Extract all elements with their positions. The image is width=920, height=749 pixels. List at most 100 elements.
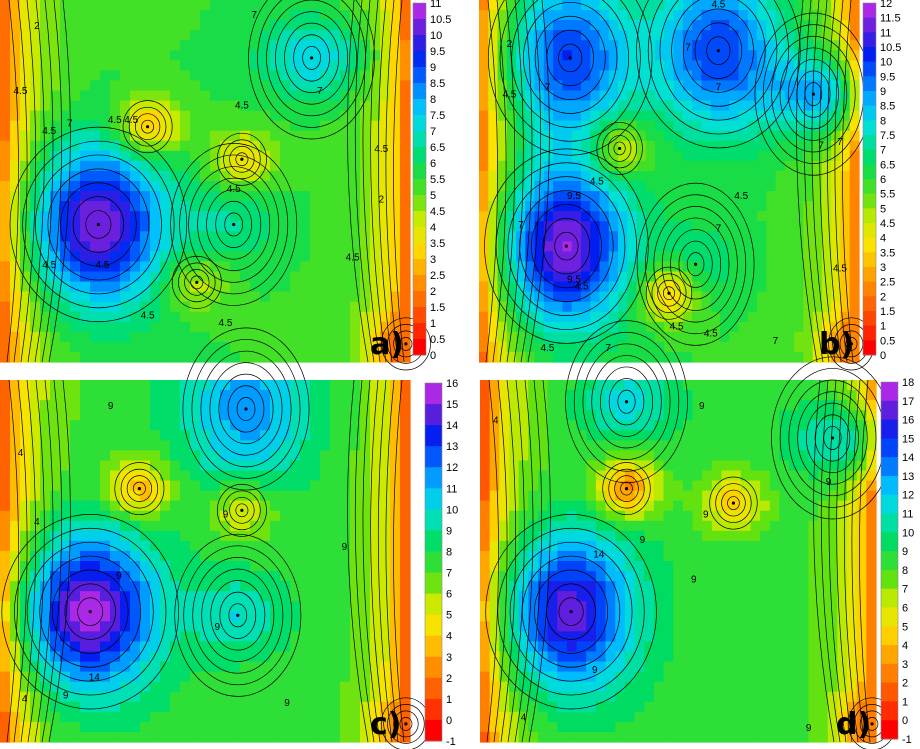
field-cell	[60, 251, 71, 263]
contour-line	[210, 580, 266, 651]
field-cell	[160, 241, 171, 252]
field-cell	[682, 261, 693, 273]
field-cell	[0, 721, 11, 733]
contour-line	[377, 379, 393, 743]
field-cell	[701, 341, 712, 353]
field-cell	[140, 191, 151, 202]
field-cell	[10, 460, 21, 472]
field-cell	[615, 400, 626, 411]
field-cell	[20, 661, 31, 673]
field-cell	[757, 0, 767, 11]
field-cell	[340, 611, 351, 622]
field-cell	[400, 30, 411, 41]
field-cell	[200, 430, 211, 441]
field-cell	[627, 251, 638, 263]
field-cell	[608, 170, 619, 182]
field-cell	[50, 170, 61, 182]
field-cell	[10, 631, 21, 643]
field-cell	[794, 251, 804, 263]
colorbar-swatch	[863, 149, 876, 165]
field-cell	[794, 191, 804, 202]
field-cell	[230, 520, 241, 532]
field-cell	[300, 611, 311, 622]
field-cell	[330, 201, 341, 212]
field-cell	[130, 591, 141, 602]
field-cell	[400, 60, 411, 71]
field-cell	[360, 351, 371, 363]
field-cell	[240, 351, 251, 363]
field-cell	[719, 181, 730, 192]
field-cell	[200, 721, 211, 733]
field-cell	[10, 470, 21, 482]
field-cell	[757, 311, 767, 323]
field-cell	[618, 120, 628, 132]
field-cell	[784, 341, 795, 353]
field-cell	[590, 341, 601, 353]
field-cell	[230, 731, 241, 743]
field-cell	[50, 571, 61, 582]
colorbar-swatch	[863, 281, 876, 297]
field-cell	[636, 0, 647, 11]
field-cell	[866, 400, 877, 411]
field-cell	[729, 130, 740, 142]
field-cell	[10, 641, 21, 653]
field-cell	[543, 311, 554, 323]
field-cell	[190, 661, 201, 673]
field-cell	[100, 261, 111, 273]
field-cell	[250, 30, 261, 41]
field-cell	[0, 450, 11, 462]
field-cell	[220, 631, 231, 643]
field-cell	[719, 110, 730, 122]
field-cell	[380, 271, 391, 283]
field-cell	[210, 10, 221, 21]
field-cell	[30, 410, 41, 421]
field-cell	[160, 631, 171, 643]
field-cell	[655, 181, 665, 192]
field-cell	[655, 241, 665, 252]
field-cell	[220, 701, 231, 713]
field-cell	[150, 530, 161, 542]
field-cell	[543, 80, 554, 92]
field-cell	[784, 241, 795, 252]
field-cell	[370, 60, 381, 71]
field-cell	[682, 90, 693, 102]
field-cell	[190, 241, 201, 252]
field-cell	[20, 520, 31, 532]
field-cell	[803, 291, 814, 303]
field-cell	[310, 641, 321, 653]
field-cell	[70, 80, 81, 92]
field-cell	[738, 170, 749, 182]
field-cell	[525, 0, 536, 11]
field-cell	[110, 530, 121, 542]
field-cell	[250, 110, 261, 122]
field-cell	[60, 591, 71, 602]
field-cell	[534, 100, 545, 112]
field-cell	[390, 170, 401, 182]
field-cell	[747, 331, 758, 343]
field-cell	[150, 261, 161, 273]
field-cell	[290, 701, 301, 713]
extremum-marker	[146, 125, 150, 129]
field-cell	[516, 40, 526, 51]
field-cell	[140, 540, 151, 552]
field-cell	[340, 311, 351, 323]
field-cell	[150, 160, 161, 172]
field-cell	[120, 550, 131, 562]
field-cell	[534, 251, 545, 263]
field-cell	[320, 311, 331, 323]
field-cell	[837, 380, 848, 391]
field-cell	[90, 90, 101, 102]
field-cell	[0, 671, 11, 683]
field-cell	[655, 321, 665, 333]
field-cell	[562, 130, 573, 142]
colorbar-tick-label: 7	[446, 568, 452, 580]
field-cell	[130, 530, 141, 542]
field-cell	[627, 351, 638, 363]
field-cell	[636, 20, 647, 31]
field-cell	[803, 130, 814, 142]
field-cell	[20, 281, 31, 293]
field-cell	[370, 40, 381, 51]
field-cell	[30, 0, 41, 11]
